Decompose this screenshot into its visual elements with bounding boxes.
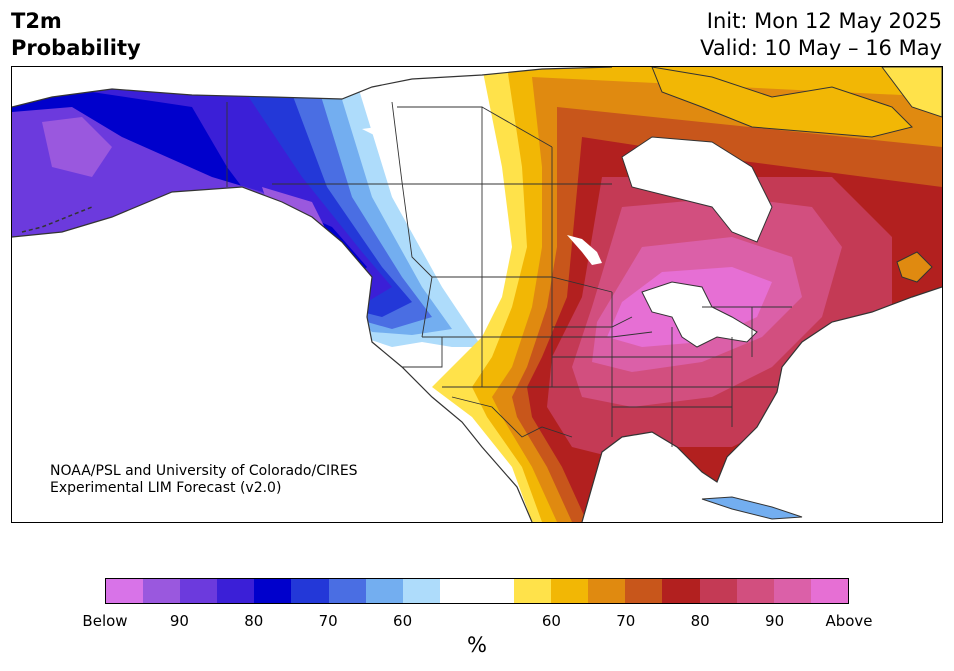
colorbar-tick-label: 80 xyxy=(244,612,264,630)
colorbar-tick-label: 60 xyxy=(541,612,561,630)
map-canvas: NOAA/PSL and University of Colorado/CIRE… xyxy=(12,67,942,522)
valid-date: Valid: 10 May – 16 May xyxy=(700,36,942,60)
colorbar-segment xyxy=(402,579,440,603)
lake-winnipeg xyxy=(567,235,602,265)
colorbar-segment xyxy=(625,579,663,603)
colorbar-segment xyxy=(328,579,366,603)
colorbar-segment xyxy=(662,579,700,603)
great-bear-lake xyxy=(362,125,422,139)
coastline xyxy=(12,67,942,522)
greenland-edge xyxy=(881,67,942,118)
colorbar-segment xyxy=(810,579,848,603)
political-borders xyxy=(226,101,792,447)
title-line-1: T2m xyxy=(11,9,62,33)
colorbar-segment xyxy=(180,579,218,603)
great-lakes xyxy=(641,281,758,348)
credit-line-1: NOAA/PSL and University of Colorado/CIRE… xyxy=(50,463,358,479)
title-line-2: Probability xyxy=(11,36,141,60)
colorbar-unit: % xyxy=(467,633,487,657)
credit-line-2: Experimental LIM Forecast (v2.0) xyxy=(50,480,281,496)
colorbar-tick-label: 70 xyxy=(318,612,338,630)
colorbar-segment xyxy=(439,579,477,603)
colorbar-segment xyxy=(699,579,737,603)
colorbar-tick-label: 70 xyxy=(616,612,636,630)
map-title: T2m Probability xyxy=(11,8,141,62)
colorbar-segment xyxy=(773,579,811,603)
colorbar-tick-label: Below xyxy=(82,612,128,630)
forecast-dates: Init: Mon 12 May 2025 Valid: 10 May – 16… xyxy=(700,8,942,62)
colorbar-segment xyxy=(106,579,144,603)
forecast-map: NOAA/PSL and University of Colorado/CIRE… xyxy=(11,66,943,523)
cuba xyxy=(701,496,803,520)
colorbar-segment xyxy=(476,579,515,603)
colorbar-segment xyxy=(217,579,255,603)
colorbar-segment xyxy=(736,579,774,603)
colorbar-segment xyxy=(254,579,292,603)
init-date: Init: Mon 12 May 2025 xyxy=(706,9,942,33)
arctic-islands xyxy=(651,67,913,138)
colorbar-segment xyxy=(291,579,329,603)
colorbar-segment xyxy=(143,579,181,603)
newfoundland xyxy=(896,251,933,283)
aleutian-islands xyxy=(21,206,93,233)
hudson-bay xyxy=(621,136,773,243)
colorbar-tick-label: 90 xyxy=(765,612,785,630)
colorbar-tick-label: 90 xyxy=(169,612,189,630)
colorbar-tick-label: Above xyxy=(825,612,873,630)
colorbar-segment xyxy=(365,579,403,603)
colorbar-segment xyxy=(551,579,589,603)
colorbar xyxy=(105,578,849,604)
colorbar-segment xyxy=(514,579,552,603)
colorbar-tick-label: 80 xyxy=(690,612,710,630)
colorbar-segment xyxy=(588,579,626,603)
colorbar-tick-label: 60 xyxy=(393,612,413,630)
